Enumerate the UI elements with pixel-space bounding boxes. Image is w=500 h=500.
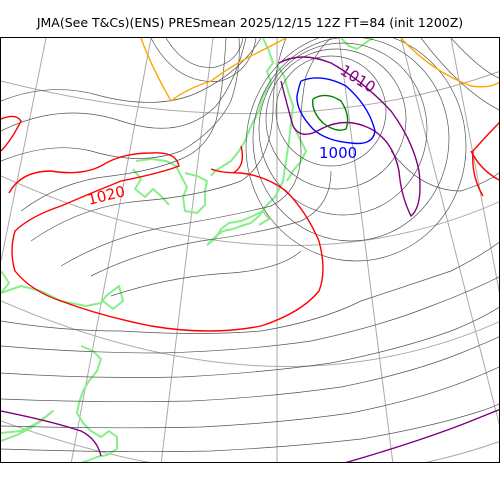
- contour-labels: 1020 1010 1000: [86, 61, 379, 209]
- isobar-right: [420, 38, 499, 111]
- coastline-kyushu: [206, 210, 270, 246]
- isobar-right: [390, 150, 499, 192]
- pressure-map: 1020 1010 1000: [1, 38, 499, 462]
- parallel-line: [1, 175, 499, 246]
- isobar: [1, 403, 499, 453]
- graticule: [1, 38, 499, 462]
- coastline-taiwan: [76, 345, 118, 462]
- isobar: [252, 38, 450, 242]
- isobar: [1, 336, 499, 403]
- isobar: [20, 38, 227, 212]
- isobar-right: [450, 38, 499, 79]
- coastline-korea-west: [132, 168, 170, 206]
- parallel-line: [1, 420, 499, 462]
- map-title: JMA(See T&Cs)(ENS) PRESmean 2025/12/15 1…: [36, 15, 464, 30]
- coastline-japan-sea: [286, 128, 307, 182]
- isobar: [1, 276, 499, 354]
- parallel-line: [1, 300, 499, 367]
- contour-label-1000: 1000: [319, 144, 357, 162]
- meridian-line: [400, 38, 499, 426]
- isobars: [1, 38, 499, 453]
- isobar: [60, 38, 332, 267]
- meridian-line: [1, 38, 47, 262]
- isobar-1012: [140, 38, 499, 103]
- meridian-line: [160, 38, 214, 462]
- coastline-sakhalin: [340, 38, 374, 50]
- isobar-996: [312, 94, 349, 131]
- isobar: [1, 366, 499, 429]
- isobar: [30, 38, 287, 242]
- isobar: [258, 42, 428, 216]
- contour-label-1020: 1020: [86, 182, 127, 209]
- isobar: [1, 38, 262, 103]
- isobar: [1, 242, 499, 334]
- meridian-line: [70, 38, 152, 462]
- isobar: [110, 250, 302, 297]
- coastline-korea: [135, 158, 208, 214]
- isobar-1008: [1, 56, 499, 462]
- meridian-line: [338, 38, 394, 462]
- isobar: [1, 38, 240, 162]
- isobar-high-north: [165, 38, 244, 68]
- low-pressure-system: [245, 38, 467, 262]
- isobar: [245, 38, 467, 262]
- isobar: [1, 306, 499, 378]
- map-panel: 1020 1010 1000: [0, 37, 500, 463]
- isobar: [275, 55, 387, 167]
- parallel-line: [1, 71, 499, 115]
- coastline-japan-main: [206, 62, 294, 246]
- coastline-south-china: [1, 410, 54, 442]
- isobar: [90, 170, 332, 277]
- coastline-china: [1, 270, 124, 310]
- isobar-1020: [1, 115, 499, 332]
- contour-label-1010: 1010: [337, 61, 379, 97]
- highlighted-isobars: [1, 38, 499, 462]
- isobar-1000: [296, 77, 376, 145]
- isobar: [1, 38, 247, 132]
- isobar: [265, 48, 407, 190]
